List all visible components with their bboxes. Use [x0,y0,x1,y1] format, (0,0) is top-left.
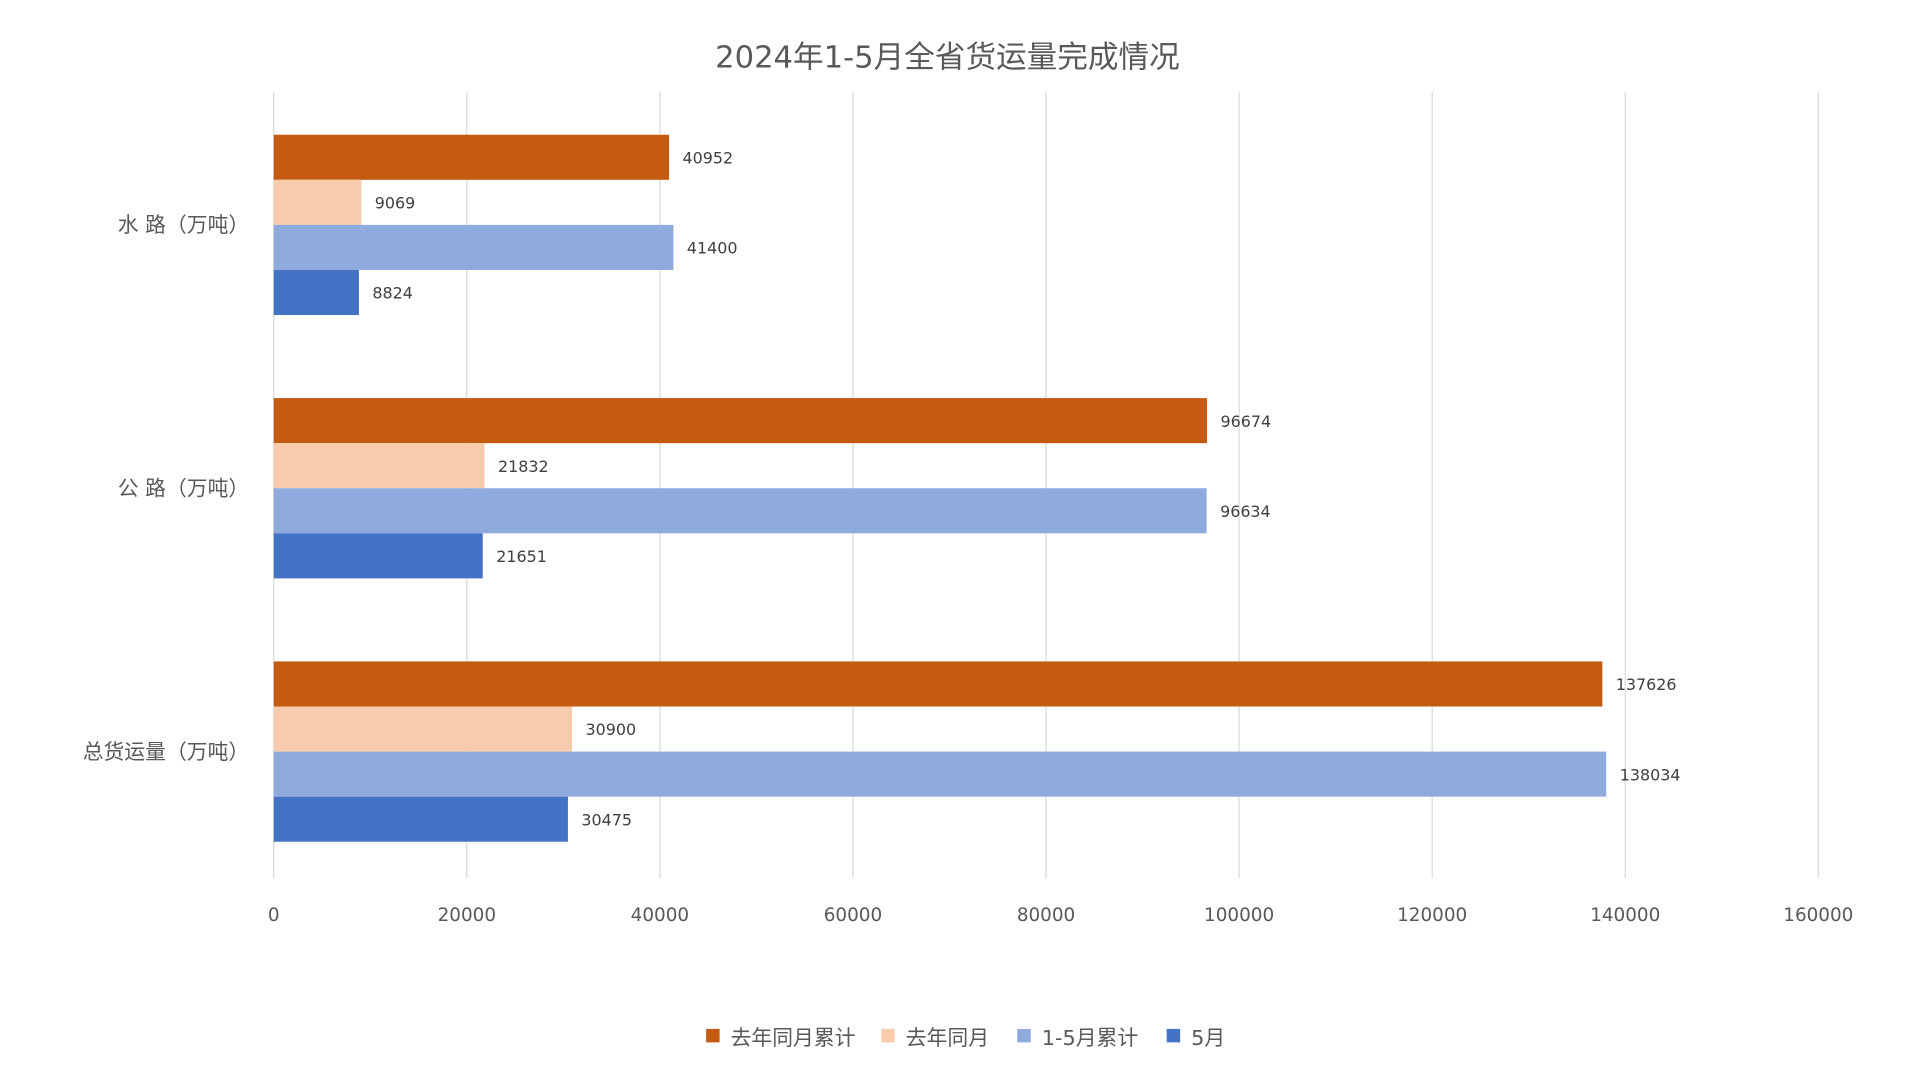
bar [273,751,1607,797]
bar [273,269,359,316]
x-tick-label: 140000 [1590,905,1660,926]
category-label: 总货运量（万吨） [83,740,250,764]
category-label: 水 路（万吨） [118,213,250,237]
legend-swatch [1166,1028,1181,1043]
bar [273,533,483,579]
legend-label: 5月 [1191,1026,1225,1050]
legend-swatch [706,1028,720,1043]
legend-label: 去年同月 [906,1026,989,1050]
bar [273,443,485,489]
x-tick-label: 160000 [1783,905,1853,926]
data-label: 9069 [375,193,415,212]
chart-title: 2024年1-5月全省货运量完成情况 [715,40,1180,75]
legend-swatch [881,1028,895,1043]
bar [273,398,1207,444]
data-label: 96634 [1220,502,1271,521]
x-tick-label: 20000 [438,905,496,926]
bar [273,661,1603,707]
bar [273,796,568,842]
data-label: 30900 [586,720,637,739]
data-label: 8824 [372,284,412,303]
x-tick-label: 100000 [1204,905,1274,926]
x-tick-label: 80000 [1017,905,1075,926]
data-label: 138034 [1620,765,1681,784]
data-label: 30475 [581,810,632,829]
data-label: 41400 [687,239,738,258]
x-tick-label: 60000 [824,905,882,926]
bar [273,706,573,752]
x-tick-label: 40000 [631,905,689,926]
bar [273,179,362,225]
data-label: 40952 [683,148,734,167]
legend-swatch [1017,1028,1031,1043]
data-label: 21651 [496,547,547,566]
bar [273,134,670,180]
legend-label: 去年同月累计 [731,1026,856,1050]
data-label: 137626 [1616,675,1677,694]
category-label: 公 路（万吨） [118,477,250,501]
bar [273,224,674,270]
bar [273,488,1207,534]
legend-label: 1-5月累计 [1042,1026,1138,1050]
x-tick-label: 120000 [1397,905,1467,926]
data-label: 21832 [498,457,549,476]
data-label: 96674 [1220,412,1271,431]
x-tick-label: 0 [268,905,280,926]
